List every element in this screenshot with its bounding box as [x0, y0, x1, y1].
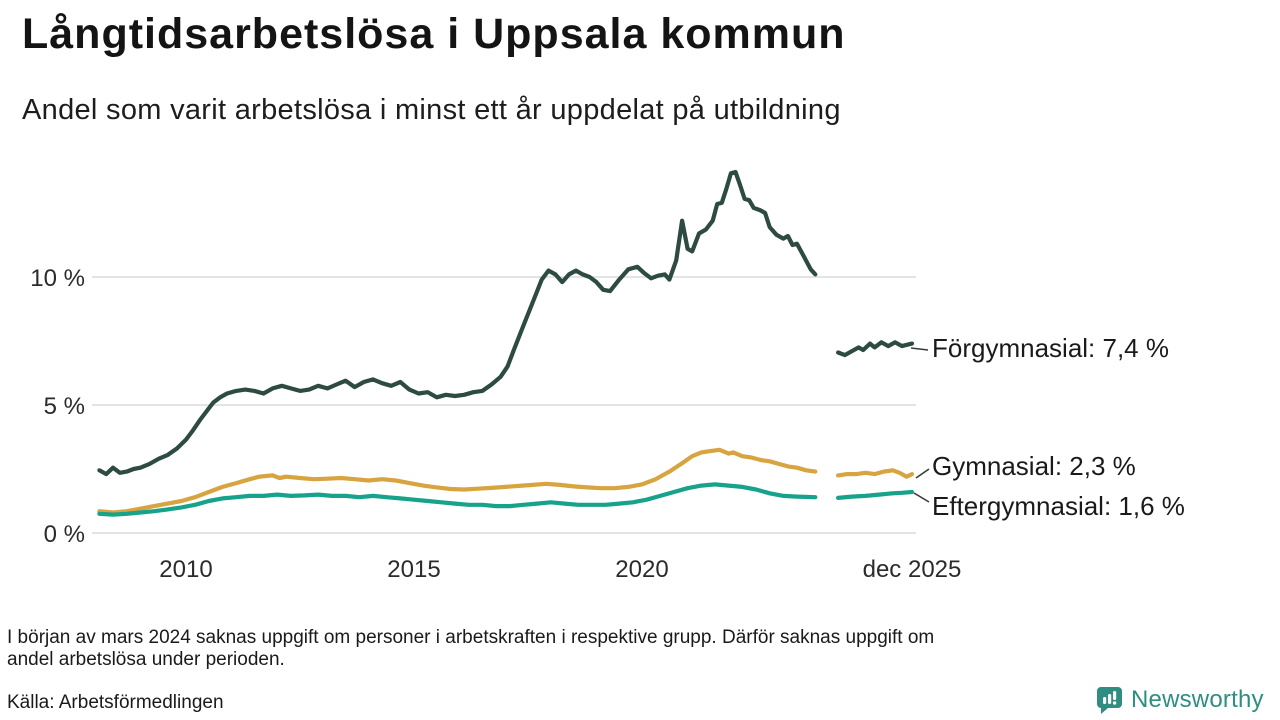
legend-connector-gymnasial [915, 468, 930, 479]
footnote-line-2: andel arbetslösa under perioden. [7, 649, 285, 670]
y-tick-5: 5 % [44, 393, 85, 420]
page-title: Långtidsarbetslösa i Uppsala kommun [22, 10, 846, 58]
legend-label-forgymnasial: Förgymnasial: 7,4 % [932, 333, 1169, 363]
series-line-forgymnasial [97, 169, 915, 477]
branding: Newsworthy [1096, 686, 1264, 714]
footnote-line-1: I början av mars 2024 saknas uppgift om … [7, 627, 935, 648]
line-chart: 10 % 5 % 0 % 2010 2015 2020 dec 2025 [30, 169, 962, 583]
x-tick-dec2025: dec 2025 [863, 556, 962, 583]
series-line-eftergymnasial [97, 482, 915, 517]
page-subtitle: Andel som varit arbetslösa i minst ett å… [22, 94, 841, 126]
x-tick-2010: 2010 [159, 556, 212, 583]
series-line-gymnasial [97, 447, 915, 515]
x-tick-2020: 2020 [615, 556, 668, 583]
newsworthy-logo-icon [1097, 687, 1122, 714]
source-label: Källa: Arbetsförmedlingen [7, 692, 224, 713]
legend-connector-forgymnasial [910, 347, 929, 351]
legend-label-gymnasial: Gymnasial: 2,3 % [932, 451, 1136, 481]
legend-label-eftergymnasial: Eftergymnasial: 1,6 % [932, 491, 1185, 521]
footnote: I början av mars 2024 saknas uppgift om … [7, 627, 1257, 671]
branding-name: Newsworthy [1131, 686, 1264, 713]
x-tick-2015: 2015 [387, 556, 440, 583]
y-tick-0: 0 % [44, 521, 85, 548]
legend-connector-eftergymnasial [913, 492, 930, 503]
y-tick-10: 10 % [30, 265, 85, 292]
